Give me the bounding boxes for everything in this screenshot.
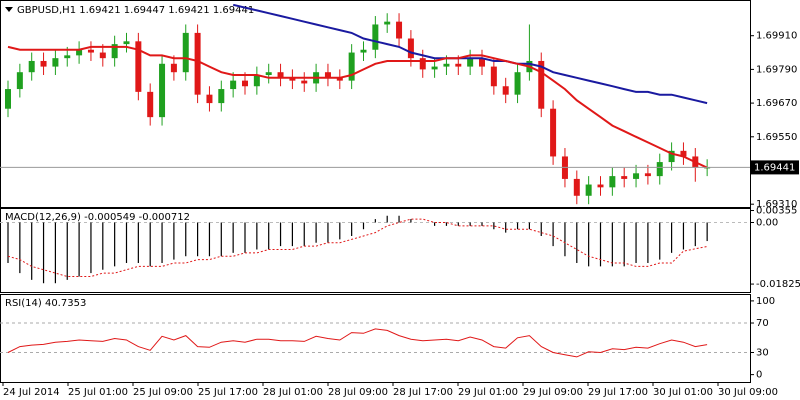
menu-triangle (5, 7, 13, 12)
candle-body (644, 173, 651, 177)
x-tick-label: 30 Jul 01:00 (653, 387, 713, 398)
candle-body (159, 63, 166, 118)
candle-body (585, 184, 592, 196)
x-tick-label: 29 Jul 17:00 (588, 387, 648, 398)
candle-body (99, 52, 106, 59)
candle-body (573, 178, 580, 196)
x-tick-label: 25 Jul 01:00 (68, 387, 128, 398)
y-tick-label: 1.69670 (756, 98, 797, 109)
rsi-title: RSI(14) 40.7353 (5, 298, 86, 309)
candle-body (324, 72, 331, 78)
last-price-label: 1.69441 (754, 162, 795, 173)
candle-body (301, 80, 308, 84)
candle-body (123, 41, 130, 45)
candle-body (242, 80, 248, 87)
moving-average (232, 3, 708, 105)
candle-body (360, 49, 367, 53)
candle-body (407, 38, 414, 59)
candle-body (514, 72, 521, 95)
candle-body (87, 49, 94, 53)
candle-body (621, 176, 628, 179)
candle-body (253, 75, 260, 87)
candle-body (194, 32, 201, 95)
candle-body (336, 77, 343, 81)
x-tick-label: 28 Jul 01:00 (263, 387, 323, 398)
y-tick-label: 0.00 (756, 217, 778, 228)
candle-body (218, 89, 225, 104)
candle-body (490, 66, 497, 87)
candle-body (597, 184, 604, 188)
y-tick-label: 30 (756, 348, 769, 359)
candle-body (538, 60, 545, 109)
candle-body (64, 55, 71, 59)
candle-body (467, 58, 474, 67)
candle-body (348, 52, 355, 81)
candle-body (502, 86, 509, 95)
candle-body (265, 72, 272, 76)
x-tick-label: 25 Jul 17:00 (198, 387, 258, 398)
candle-body (289, 77, 296, 81)
candle-body (277, 72, 284, 78)
candle-body (384, 21, 391, 25)
candle-body (28, 60, 35, 73)
y-tick-label: 1.69550 (756, 132, 797, 143)
candle-body (182, 32, 189, 73)
candle-body (455, 63, 462, 67)
x-tick-label: 25 Jul 09:00 (133, 387, 193, 398)
candle-body (52, 58, 59, 67)
candle-body (206, 94, 213, 104)
candle-body (230, 80, 237, 90)
y-tick-label: 70 (756, 318, 769, 329)
chart-title: GBPUSD,H1 1.69421 1.69447 1.69421 1.6944… (17, 5, 254, 16)
candle-body (170, 63, 177, 73)
y-tick-label: 1.69310 (756, 199, 797, 210)
x-tick-label: 24 Jul 2014 (3, 387, 60, 398)
candle-body (16, 72, 23, 90)
candle-body (550, 108, 557, 157)
candle-body (656, 162, 663, 177)
x-tick-label: 28 Jul 09:00 (328, 387, 388, 398)
price-panel (0, 0, 751, 208)
candle-body (431, 66, 438, 70)
signal-line (7, 218, 708, 277)
x-tick-label: 28 Jul 17:00 (393, 387, 453, 398)
candle-body (609, 176, 616, 188)
candle-body (633, 173, 640, 179)
candle-body (40, 60, 47, 67)
x-tick-label: 29 Jul 09:00 (523, 387, 583, 398)
x-tick-label: 30 Jul 09:00 (718, 387, 778, 398)
y-tick-label: 100 (756, 296, 775, 307)
y-tick-label: 0 (756, 370, 762, 381)
macd-panel (0, 208, 751, 293)
y-tick-label: 1.69910 (756, 31, 797, 42)
candle-body (147, 91, 154, 118)
x-tick-label: 29 Jul 01:00 (458, 387, 518, 398)
y-tick-label: 0.00355 (756, 206, 797, 217)
rsi-panel (0, 294, 751, 383)
y-tick-label: -0.01825 (756, 279, 800, 290)
candle-body (76, 49, 83, 56)
candle-body (5, 89, 11, 109)
candle-body (135, 41, 142, 92)
macd-title: MACD(12,26,9) -0.000549 -0.000712 (5, 212, 190, 223)
candle-body (680, 150, 687, 157)
candle-body (419, 58, 426, 70)
candle-body (479, 58, 485, 67)
rsi-line (7, 328, 708, 358)
candle-body (111, 44, 118, 59)
candle-body (443, 63, 450, 67)
candle-body (372, 24, 379, 50)
y-tick-label: 1.69790 (756, 64, 797, 75)
candle-body (396, 21, 403, 39)
last-price-box (750, 160, 799, 175)
candle-body (668, 150, 675, 163)
moving-average (7, 45, 708, 169)
